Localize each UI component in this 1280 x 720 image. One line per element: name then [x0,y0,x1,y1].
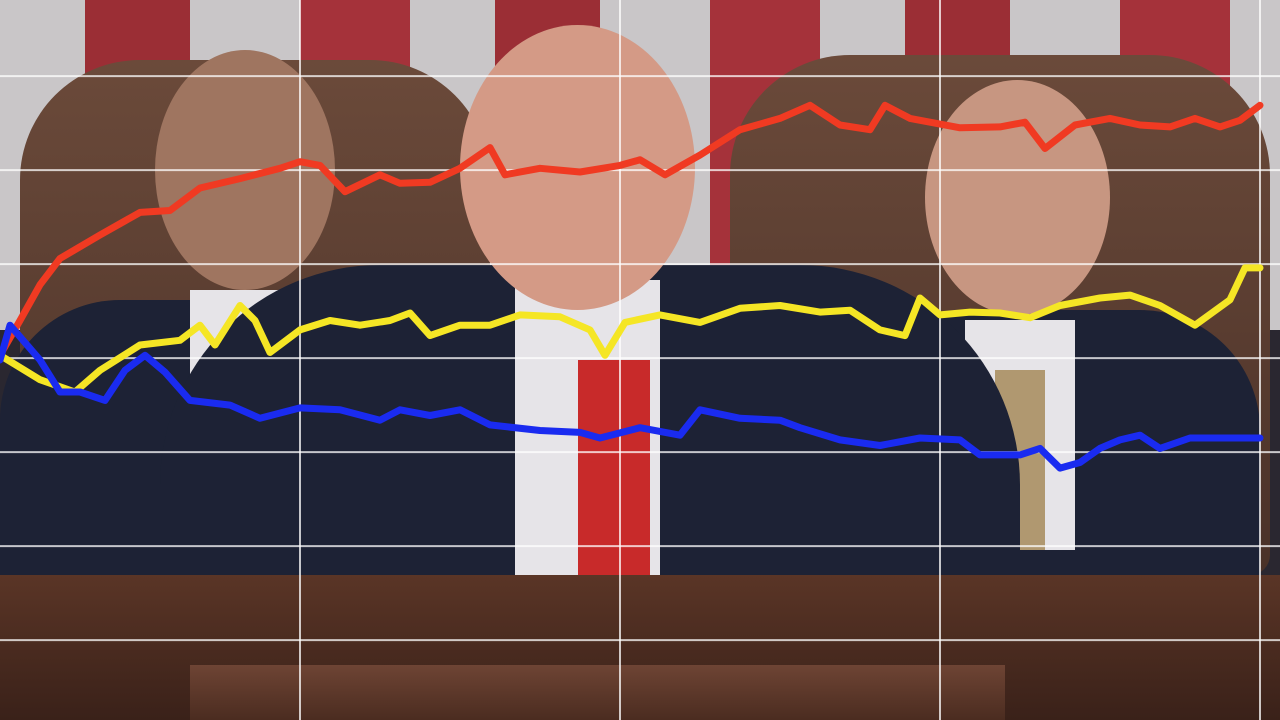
red-series-line [0,101,1264,359]
blue-series-line [0,321,1264,472]
podium [190,665,1005,720]
yellow-series-line [0,264,1264,396]
right-head [925,80,1110,315]
